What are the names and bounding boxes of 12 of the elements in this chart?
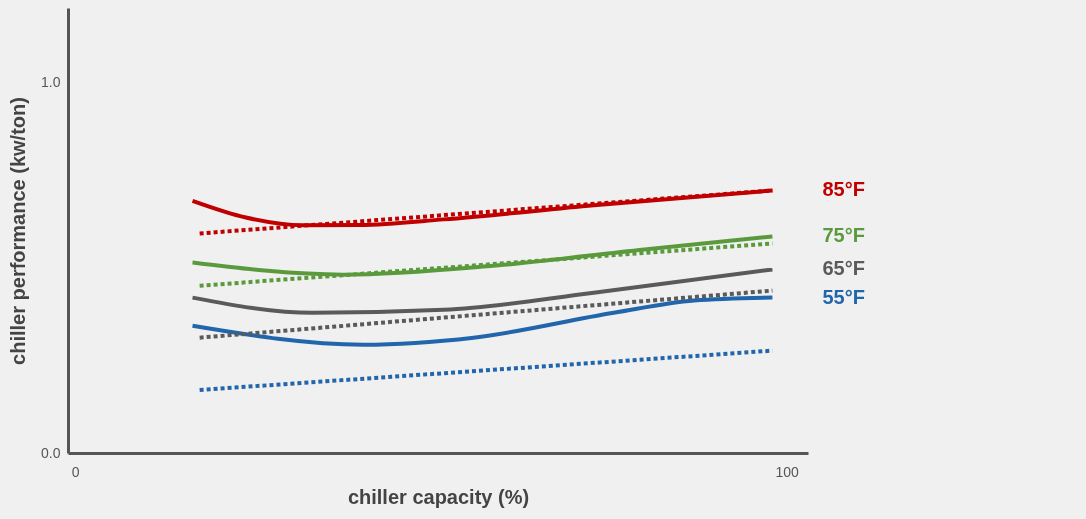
x-tick-label: 100 <box>775 463 800 480</box>
line-series <box>190 295 775 347</box>
y-axis-title: chiller performance (kw/ton) <box>7 97 30 365</box>
y-tick-label: 1.0 <box>41 73 61 90</box>
text: 75°F <box>822 224 865 247</box>
line-series <box>190 267 775 315</box>
text: 65°F <box>822 257 865 280</box>
x-tick-label: 0 <box>71 463 80 480</box>
text: 85°F <box>822 178 865 201</box>
y-tick-label: 0.0 <box>41 444 61 461</box>
x-axis-title: chiller capacity (%) <box>347 485 530 508</box>
text: 55°F <box>822 285 865 308</box>
